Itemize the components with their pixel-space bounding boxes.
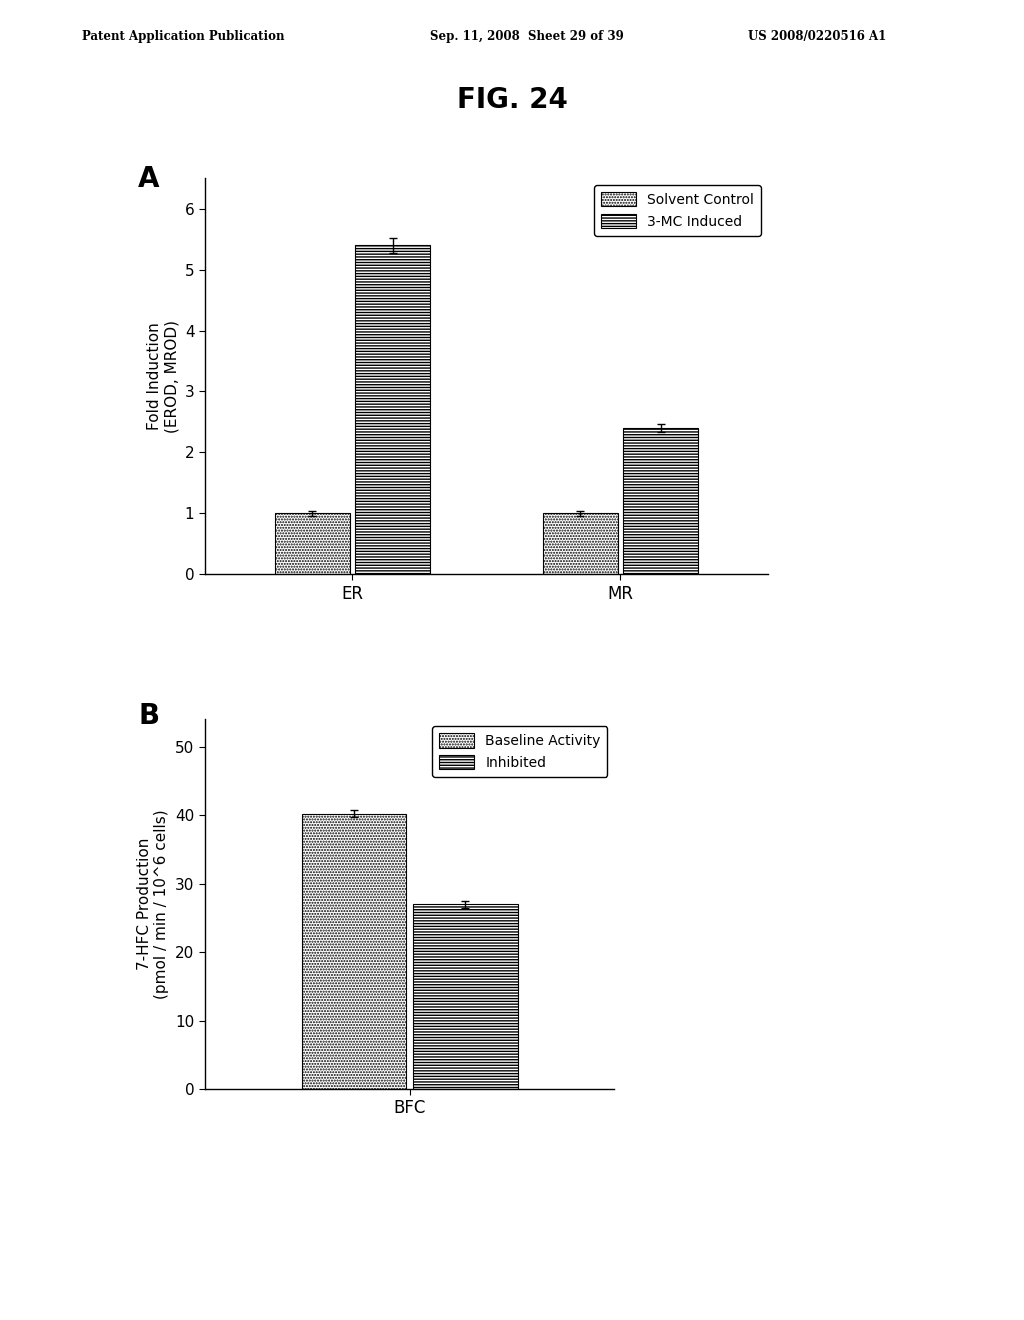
Bar — [274, 513, 349, 574]
Text: US 2008/0220516 A1: US 2008/0220516 A1 — [748, 30, 886, 44]
Y-axis label: Fold Induction
(EROD, MROD): Fold Induction (EROD, MROD) — [146, 319, 179, 433]
Legend: Baseline Activity, Inhibited: Baseline Activity, Inhibited — [432, 726, 607, 776]
Text: A: A — [138, 165, 160, 193]
Y-axis label: 7-HFC Production
(pmol / min / 10^6 cells): 7-HFC Production (pmol / min / 10^6 cell… — [137, 809, 169, 999]
Bar — [624, 428, 698, 574]
Bar — [302, 814, 406, 1089]
Text: B: B — [138, 702, 160, 730]
Bar — [414, 904, 517, 1089]
Text: FIG. 24: FIG. 24 — [457, 86, 567, 114]
Bar — [355, 246, 430, 574]
Text: Patent Application Publication: Patent Application Publication — [82, 30, 285, 44]
Legend: Solvent Control, 3-MC Induced: Solvent Control, 3-MC Induced — [595, 185, 761, 235]
Text: Sep. 11, 2008  Sheet 29 of 39: Sep. 11, 2008 Sheet 29 of 39 — [430, 30, 624, 44]
Bar — [543, 513, 617, 574]
